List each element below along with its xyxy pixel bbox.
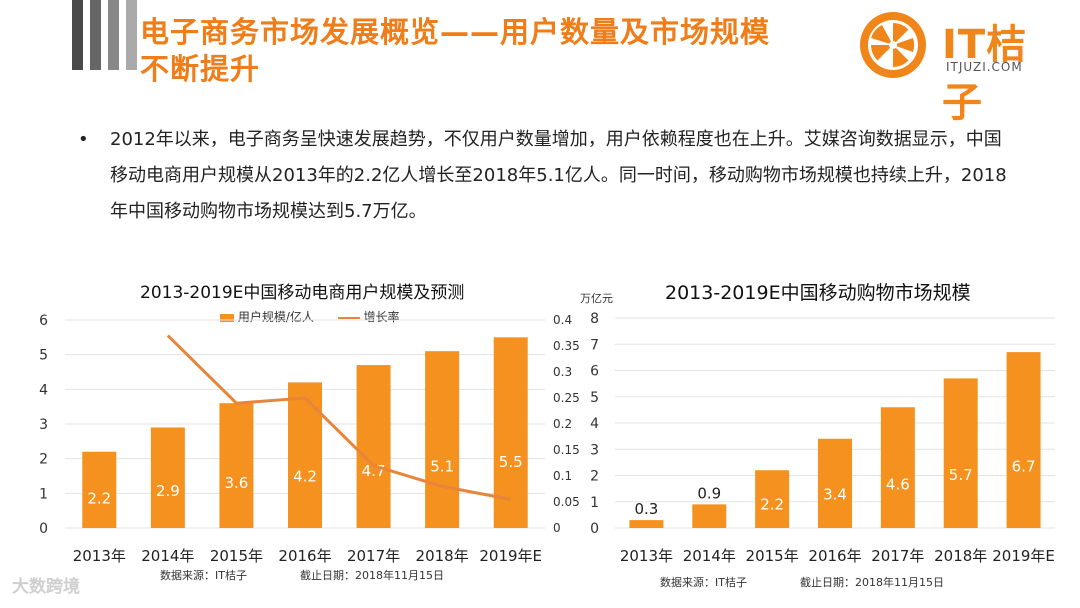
bar xyxy=(629,520,664,528)
y-tick-label: 0 xyxy=(590,521,599,537)
y-tick-label: 3 xyxy=(39,417,48,433)
x-tick-label: 2019年E xyxy=(992,547,1055,565)
y-tick-label: 1 xyxy=(39,486,48,502)
bar xyxy=(943,378,978,528)
y-tick-label: 0 xyxy=(39,521,48,537)
x-tick-label: 2014年 xyxy=(683,547,736,565)
chart2-unit: 万亿元 xyxy=(580,292,613,305)
chart1-title: 2013-2019E中国移动电商用户规模及预测 xyxy=(140,283,465,303)
market-scale-chart: 2013-2019E中国移动购物市场规模 万亿元 0 1 2 3 4 5 6 7 8 0.3 201… xyxy=(580,270,1080,590)
legend-bar-swatch xyxy=(220,313,234,322)
bar-value-label: 5.7 xyxy=(949,466,973,484)
y-tick-label: 8 xyxy=(590,311,599,327)
chart1-plot: 0 1 2 3 4 5 6 0 0.05 0.1 0.15 0.2 0.25 0.3 0.35 0.4 2.2 2… xyxy=(39,313,580,565)
logo-name: IT桔子 xyxy=(942,22,1028,126)
bar-value-label: 2.9 xyxy=(156,482,180,500)
bar-value-label: 3.6 xyxy=(224,474,248,492)
y-tick-label: 5 xyxy=(39,348,48,364)
bar-value-label: 0.9 xyxy=(697,484,721,502)
x-tick-label: 2018年 xyxy=(934,547,987,565)
chart2-title: 2013-2019E中国移动购物市场规模 xyxy=(665,282,971,304)
summary-text: 2012年以来，电子商务呈快速发展趋势，不仅用户数量增加，用户依赖程度也在上升。… xyxy=(110,129,1007,222)
legend-line-swatch xyxy=(337,316,360,319)
x-tick-label: 2016年 xyxy=(278,547,331,565)
x-tick-label: 2013年 xyxy=(73,547,126,565)
chart2-source: 数据来源：IT桔子 xyxy=(660,576,747,589)
bar xyxy=(692,504,727,528)
bar xyxy=(425,351,460,528)
y-tick-label: 5 xyxy=(590,390,599,406)
x-tick-label: 2015年 xyxy=(210,547,263,565)
y2-tick-label: 0.05 xyxy=(553,495,580,509)
y-tick-label: 2 xyxy=(39,452,48,468)
decorative-stripes xyxy=(72,0,137,70)
x-tick-label: 2016年 xyxy=(808,547,861,565)
y-tick-label: 6 xyxy=(39,313,48,329)
x-tick-label: 2019年E xyxy=(479,547,542,565)
y2-tick-label: 0.3 xyxy=(553,365,572,379)
bar-value-label: 6.7 xyxy=(1012,458,1036,476)
y2-tick-label: 0.2 xyxy=(553,417,572,431)
page-title: 电子商务市场发展概览——用户数量及市场规模 不断提升 xyxy=(140,15,771,86)
chart2-plot: 0 1 2 3 4 5 6 7 8 0.3 2013年 0.9 2014年 2.2 2015年 3.4 2016… xyxy=(590,311,1055,565)
bar xyxy=(150,427,185,528)
y-tick-label: 1 xyxy=(590,495,599,511)
x-tick-label: 2018年 xyxy=(416,547,469,565)
y-tick-label: 2 xyxy=(590,469,599,485)
bar-value-label: 5.5 xyxy=(499,453,523,471)
y2-tick-label: 0.25 xyxy=(553,391,580,405)
bar xyxy=(356,365,391,528)
bar xyxy=(288,382,322,528)
orange-logo-icon xyxy=(860,12,926,78)
growth-rate-line xyxy=(166,334,511,501)
y2-tick-label: 0.35 xyxy=(553,339,580,353)
y2-tick-label: 0.15 xyxy=(553,443,580,457)
y2-tick-label: 0.1 xyxy=(553,469,572,483)
y-tick-label: 6 xyxy=(590,364,599,380)
y-tick-label: 3 xyxy=(590,442,599,458)
bar-value-label: 5.1 xyxy=(430,457,454,475)
y-tick-label: 4 xyxy=(39,382,48,398)
x-tick-label: 2017年 xyxy=(347,547,400,565)
chart2-date: 截止日期：2018年11月15日 xyxy=(800,576,944,589)
bar xyxy=(818,438,852,528)
bullet-dot: • xyxy=(78,129,89,150)
y-tick-label: 4 xyxy=(590,416,599,432)
bar-value-label: 2.2 xyxy=(760,496,784,514)
x-tick-label: 2015年 xyxy=(746,547,799,565)
bar-value-label: 0.3 xyxy=(634,500,658,518)
y-tick-label: 7 xyxy=(590,337,599,353)
bar xyxy=(755,470,790,528)
bar xyxy=(880,407,915,528)
x-tick-label: 2013年 xyxy=(620,547,673,565)
bar-value-label: 2.2 xyxy=(87,490,111,508)
logo-domain: ITJUZI.COM xyxy=(946,60,1023,74)
bar-value-label: 4.6 xyxy=(886,475,910,493)
bar xyxy=(1006,352,1041,528)
chart1-source: 数据来源：IT桔子 xyxy=(160,569,247,582)
bar xyxy=(82,451,117,528)
bar-value-label: 3.4 xyxy=(823,485,847,503)
bar xyxy=(219,403,254,528)
chart1-date: 截止日期：2018年11月15日 xyxy=(300,569,444,582)
x-tick-label: 2017年 xyxy=(871,547,924,565)
watermark: 大数跨境 xyxy=(12,577,80,597)
x-tick-label: 2014年 xyxy=(141,547,194,565)
bar-value-label: 4.2 xyxy=(293,467,317,485)
y2-tick-label: 0 xyxy=(553,521,561,535)
logo: IT桔子 ITJUZI.COM xyxy=(858,10,1068,126)
y2-tick-label: 0.4 xyxy=(553,313,572,327)
